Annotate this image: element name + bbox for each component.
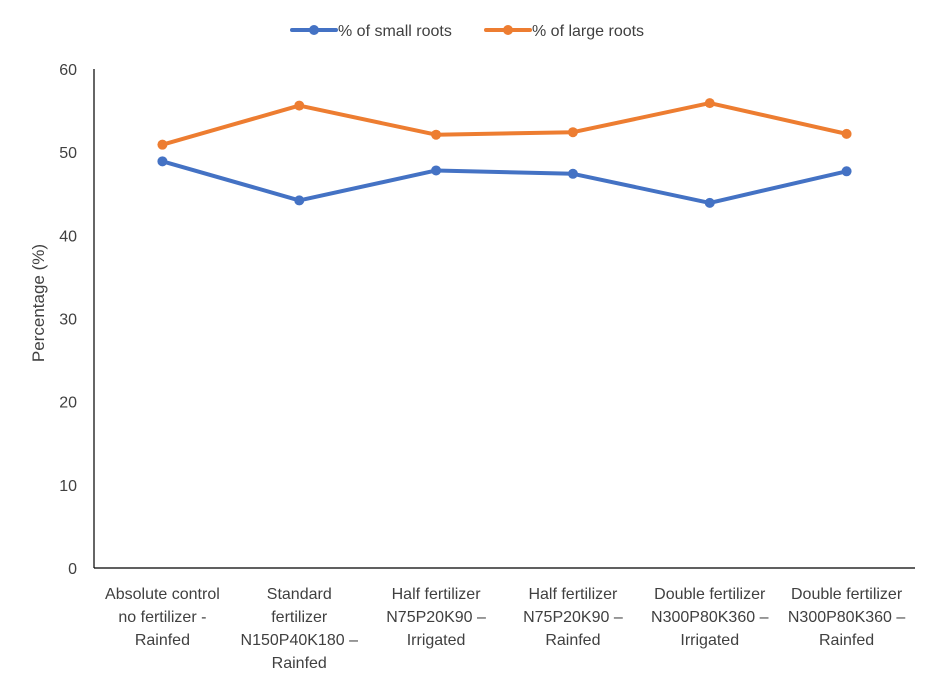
x-tick-label-line: Rainfed <box>272 655 327 672</box>
data-point <box>157 156 168 167</box>
data-point <box>431 165 442 176</box>
x-tick-label-line: Rainfed <box>135 632 190 649</box>
legend-label: % of large roots <box>532 23 644 40</box>
x-tick-label-line: Standard <box>267 586 332 603</box>
series-2 <box>157 98 852 150</box>
x-tick-label-line: N300P80K360 – <box>788 609 906 626</box>
legend-marker <box>309 25 319 35</box>
x-category-label: Double fertilizer N300P80K360 – Rainfed <box>788 586 906 649</box>
data-point <box>704 98 715 109</box>
x-tick-label-line: Half fertilizer <box>392 586 482 603</box>
x-tick-label-line: N75P20K90 – <box>386 609 486 626</box>
y-axis-title-group: Percentage (%) <box>29 244 48 362</box>
y-tick-label: 40 <box>59 228 77 245</box>
x-tick-label-line: fertilizer <box>271 609 328 626</box>
y-tick-label: 0 <box>68 561 77 578</box>
legend-label: % of small roots <box>338 23 452 40</box>
legend-item: % of large roots <box>484 23 644 40</box>
y-tick-label: 50 <box>59 145 77 162</box>
data-point <box>431 129 442 140</box>
data-point <box>704 197 715 208</box>
series-line <box>160 159 849 205</box>
y-tick-label: 10 <box>59 478 77 495</box>
data-point <box>841 166 852 177</box>
x-tick-label-line: Double fertilizer <box>791 586 903 603</box>
y-tick-label: 60 <box>59 62 77 79</box>
y-axis-title: Percentage (%) <box>29 244 48 362</box>
x-category-label: Half fertilizer N75P20K90 – Rainfed <box>523 586 623 649</box>
x-tick-label-line: Irrigated <box>680 632 739 649</box>
legend-item: % of small roots <box>290 23 452 40</box>
x-category-label: Half fertilizer N75P20K90 – Irrigated <box>386 586 486 649</box>
x-category-label: Absolute control no fertilizer - Rainfed <box>105 586 220 649</box>
legend: % of small roots % of large roots <box>290 23 644 40</box>
series-group <box>157 98 852 208</box>
data-point <box>294 100 305 111</box>
data-point <box>841 128 852 139</box>
data-point <box>567 127 578 138</box>
data-point <box>294 195 305 206</box>
x-tick-label-line: no fertilizer - <box>118 609 206 626</box>
x-tick-label-line: Irrigated <box>407 632 466 649</box>
data-point <box>567 168 578 179</box>
x-tick-label-line: Rainfed <box>545 632 600 649</box>
data-point <box>157 139 168 150</box>
x-tick-label-line: N150P40K180 – <box>241 632 359 649</box>
x-tick-label-line: N75P20K90 – <box>523 609 623 626</box>
x-category-label: Standard fertilizer N150P40K180 – Rainfed <box>241 586 359 672</box>
y-tick-label: 20 <box>59 395 77 412</box>
legend-marker <box>503 25 513 35</box>
x-tick-label-line: Half fertilizer <box>528 586 618 603</box>
y-axis-ticks: 0 10 20 30 40 50 60 <box>59 62 77 578</box>
x-tick-label-line: Rainfed <box>819 632 874 649</box>
x-tick-label-line: Absolute control <box>105 586 220 603</box>
x-tick-label-line: N300P80K360 – <box>651 609 769 626</box>
series-1 <box>157 156 852 208</box>
y-tick-label: 30 <box>59 312 77 329</box>
series-line <box>160 101 849 147</box>
x-tick-label-line: Double fertilizer <box>654 586 766 603</box>
x-category-label: Double fertilizer N300P80K360 – Irrigated <box>651 586 769 649</box>
